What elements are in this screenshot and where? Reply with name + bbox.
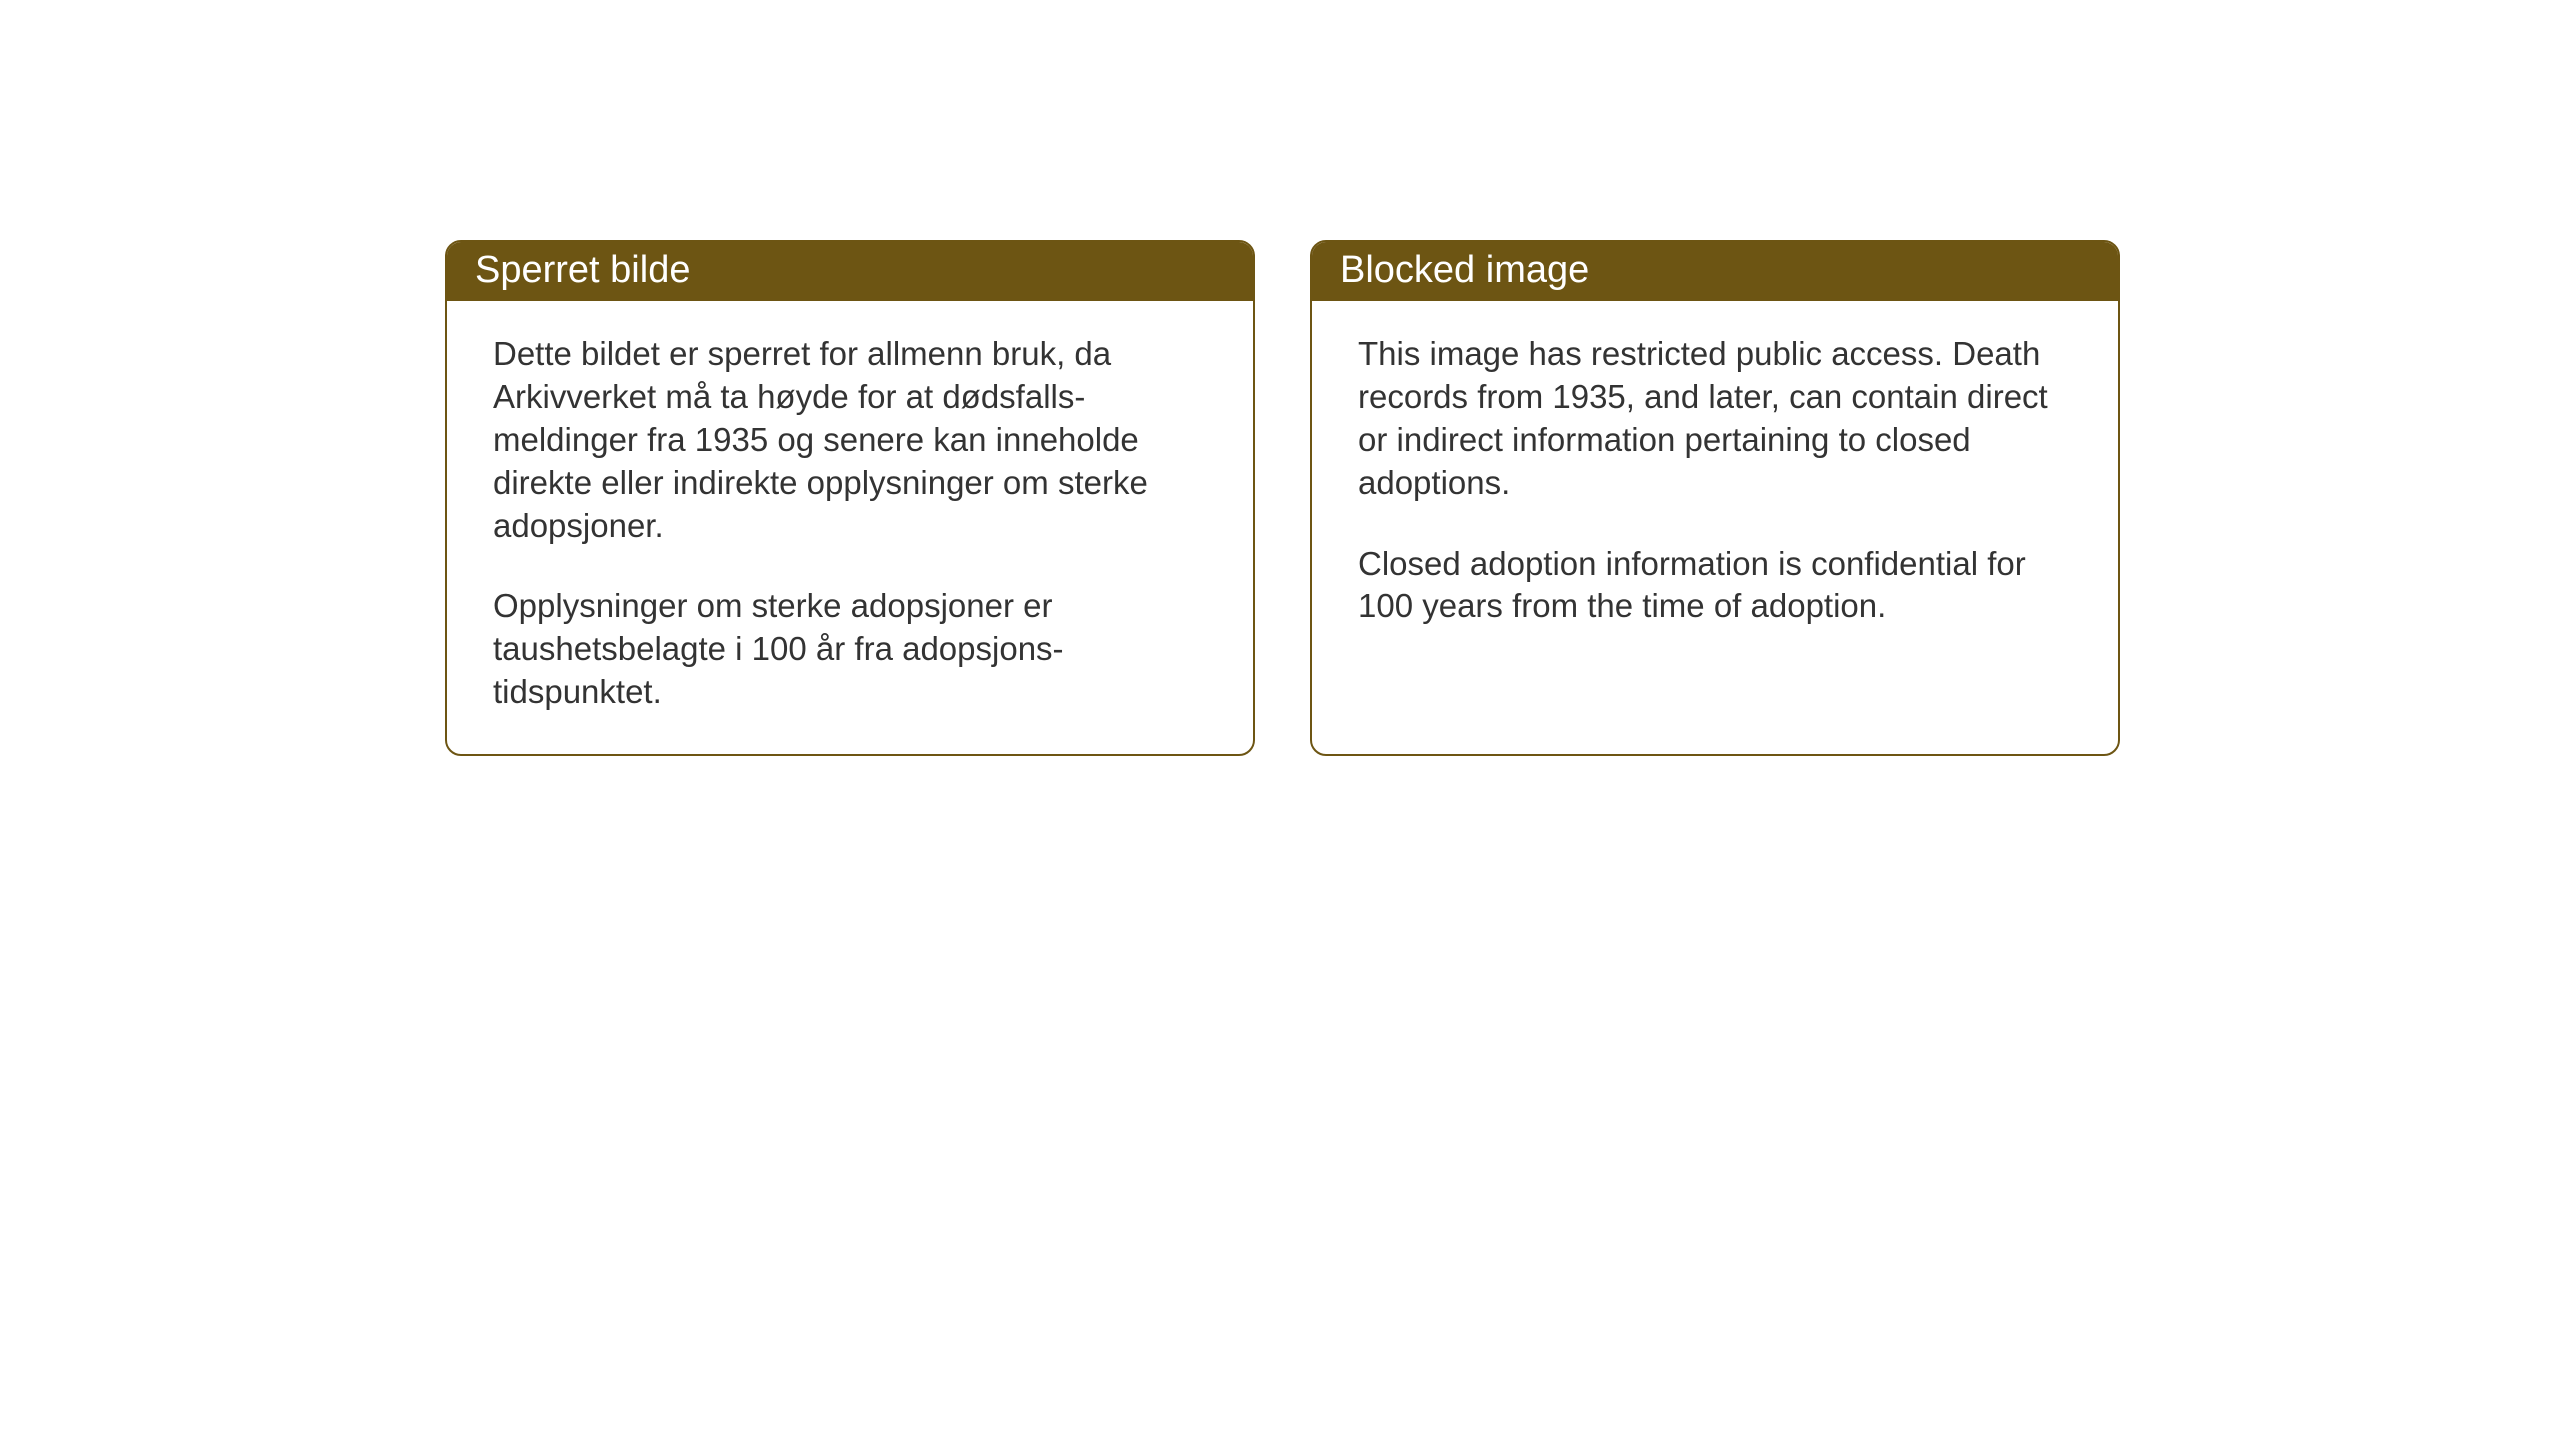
notice-paragraph-2-norwegian: Opplysninger om sterke adopsjoner er tau… xyxy=(493,585,1207,714)
notice-card-english: Blocked image This image has restricted … xyxy=(1310,240,2120,756)
notice-body-norwegian: Dette bildet er sperret for allmenn bruk… xyxy=(447,301,1253,754)
notice-title-english: Blocked image xyxy=(1340,249,1589,291)
notice-title-norwegian: Sperret bilde xyxy=(475,249,690,291)
notice-paragraph-1-english: This image has restricted public access.… xyxy=(1358,333,2072,505)
notice-paragraph-1-norwegian: Dette bildet er sperret for allmenn bruk… xyxy=(493,333,1207,547)
notice-header-english: Blocked image xyxy=(1312,242,2118,301)
notice-card-norwegian: Sperret bilde Dette bildet er sperret fo… xyxy=(445,240,1255,756)
notice-body-english: This image has restricted public access.… xyxy=(1312,301,2118,668)
notice-paragraph-2-english: Closed adoption information is confident… xyxy=(1358,543,2072,629)
notice-container: Sperret bilde Dette bildet er sperret fo… xyxy=(445,240,2120,756)
notice-header-norwegian: Sperret bilde xyxy=(447,242,1253,301)
